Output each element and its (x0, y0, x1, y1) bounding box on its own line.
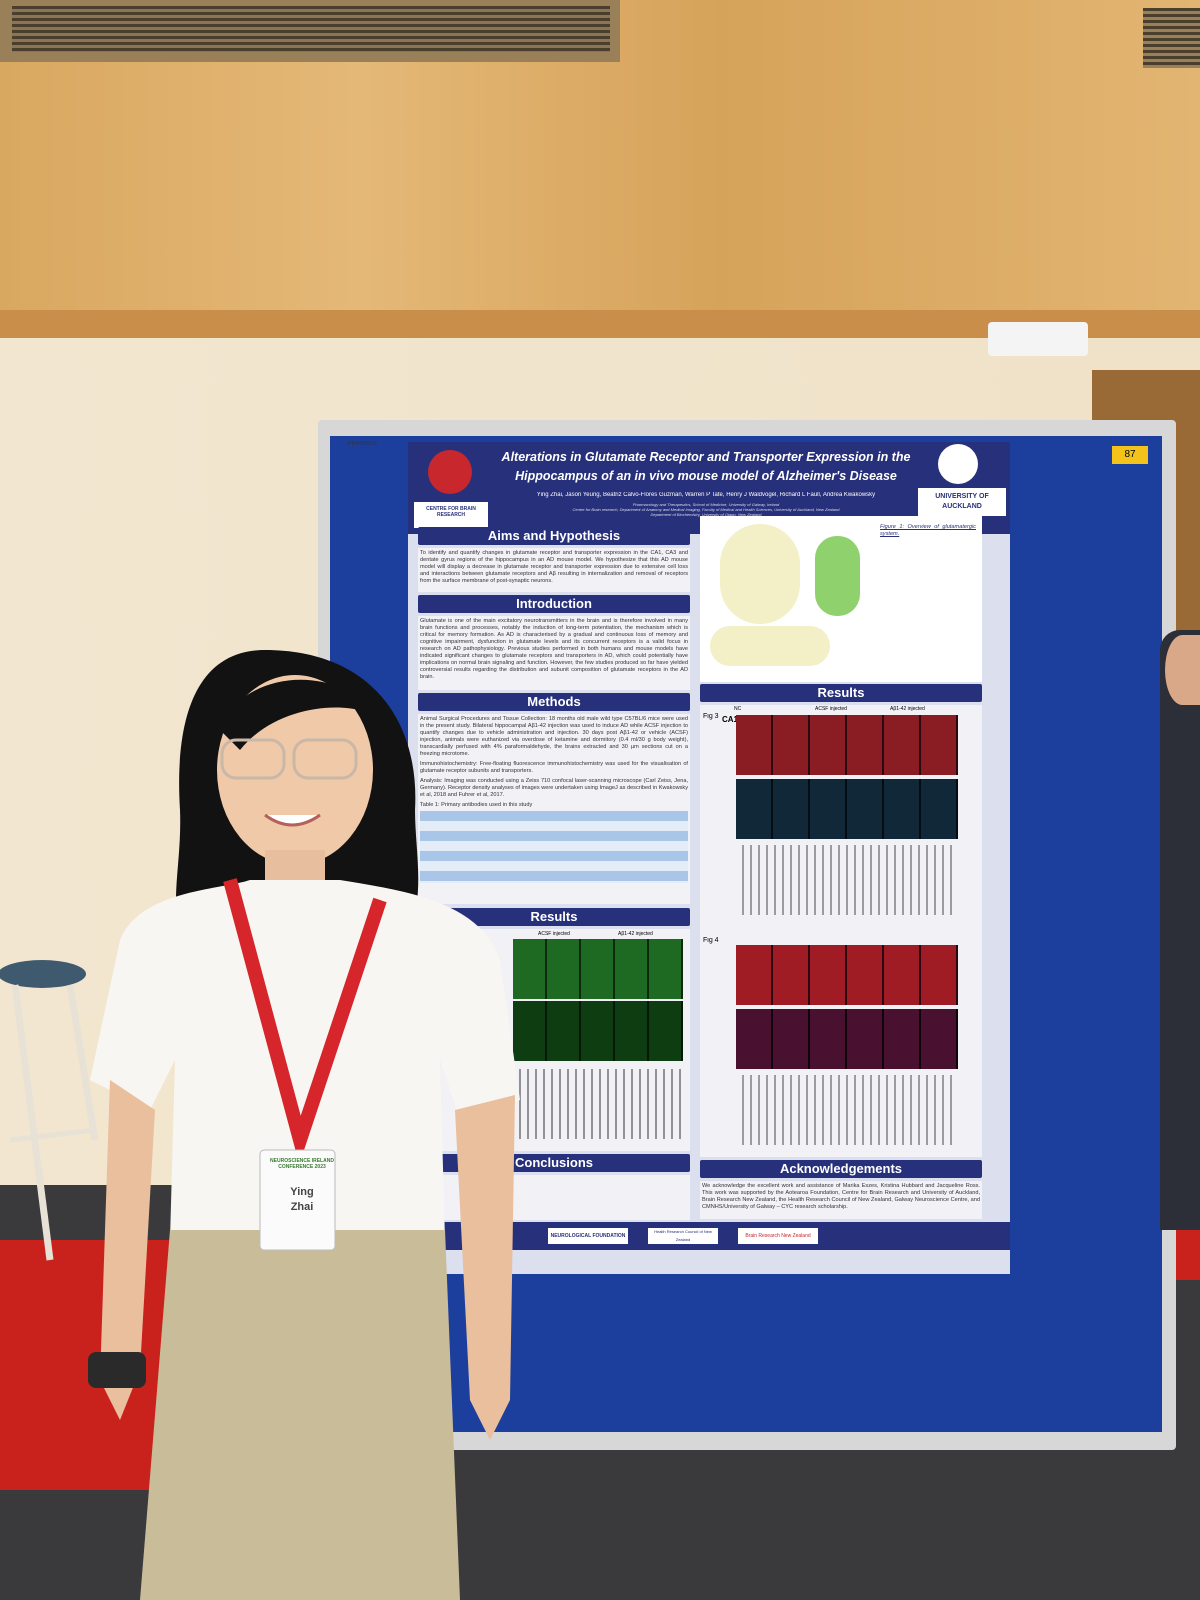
micrograph (513, 939, 683, 999)
micrograph (736, 1009, 958, 1069)
section-text: We acknowledge the excellent work and as… (700, 1181, 982, 1219)
shape (223, 878, 387, 1165)
micrograph (736, 945, 958, 1005)
figure-caption: Figure 1: Overview of glutamatergic syst… (880, 524, 976, 537)
section-text: Glutamate is one of the main excitatory … (418, 616, 690, 690)
vent-grill (12, 6, 610, 52)
shape (90, 880, 520, 1240)
shape (259, 1149, 336, 1251)
shape (66, 984, 99, 1141)
stool (0, 960, 99, 1261)
results-panel: Fig 3 CA1 NC ACSF injected Aβ1-42 inject… (700, 705, 982, 1157)
shape (220, 679, 380, 750)
shape (100, 1080, 155, 1420)
bar-graphs (736, 845, 958, 915)
auckland-logo: UNIVERSITY OF AUCKLAND (918, 488, 1006, 516)
ceiling-device (988, 322, 1088, 356)
poster-number: 87 (1112, 446, 1148, 464)
micrograph (513, 1001, 683, 1061)
badge-conference: NEUROSCIENCE IRELAND CONFERENCE 2023 (270, 1158, 334, 1170)
shape (220, 738, 286, 780)
post-synaptic (710, 626, 830, 666)
affiliations: Pharmacology and Therapeutics, School of… (498, 502, 914, 517)
bystander (1160, 630, 1200, 1230)
section-heading: Methods (418, 693, 690, 711)
galway-logo (428, 450, 472, 494)
region-label: CA1 (722, 715, 739, 724)
section-heading: Results (418, 908, 690, 926)
section-text: Animal Surgical Procedures and Tissue Co… (418, 714, 690, 904)
bar-graphs (736, 1075, 958, 1145)
board-label: FRANKEN (348, 441, 377, 447)
section-text: To identify and quantify changes in glut… (418, 548, 690, 592)
sponsor: Health Research Council of New Zealand (648, 1228, 718, 1244)
poster-title: Alterations in Glutamate Receptor and Tr… (501, 450, 911, 483)
affiliation: Centre for Brain research, Department of… (572, 507, 840, 512)
cbr-logo: CENTRE FOR BRAIN RESEARCH (414, 502, 488, 528)
auckland-crest (938, 444, 978, 484)
figure-1: Figure 1: Overview of glutamatergic syst… (700, 516, 982, 682)
vent (1143, 8, 1200, 68)
group-label: Aβ1-42 injected (618, 931, 653, 937)
section-heading: Acknowledgements (700, 1160, 982, 1178)
section-heading: Introduction (418, 595, 690, 613)
paragraph: Animal Surgical Procedures and Tissue Co… (420, 716, 688, 757)
affiliation: Pharmacology and Therapeutics, School of… (632, 502, 780, 507)
shape (140, 1230, 460, 1600)
shape (9, 1127, 96, 1143)
shape (88, 1352, 146, 1388)
paragraph: Analysis: Imaging was conducted using a … (420, 778, 688, 798)
micrograph (736, 779, 958, 839)
bar-graphs (513, 1069, 683, 1139)
sponsor: NEUROLOGICAL FOUNDATION (548, 1228, 628, 1244)
shape (0, 960, 86, 988)
neuron (720, 524, 800, 624)
section-heading: Results (700, 684, 982, 702)
shape (264, 813, 321, 827)
shape (11, 984, 54, 1261)
fig-label: Fig 4 (703, 937, 719, 944)
shape (292, 738, 358, 780)
poster-authors: Ying Zhai, Jason Yeung, Beatriz Calvo-Fl… (536, 492, 876, 498)
group-label: ACSF injected (815, 706, 847, 712)
group-label: Aβ1-42 injected (890, 706, 925, 712)
shape (455, 1095, 515, 1440)
badge-last-name: Zhai (290, 1201, 314, 1213)
micrograph (736, 715, 958, 775)
affiliation: Department of Biochemistry, University o… (650, 512, 762, 517)
person (88, 650, 520, 1600)
group-label: NC (734, 706, 742, 712)
glial-cell (815, 536, 860, 616)
poster: CENTRE FOR BRAIN RESEARCH UNIVERSITY OF … (408, 442, 1010, 1274)
bystander-head (1165, 635, 1200, 705)
table-caption: Table 1: Primary antibodies used in this… (420, 802, 533, 808)
sponsor: Brain Research New Zealand (738, 1228, 818, 1244)
fig-label: Fig 3 (703, 713, 719, 720)
badge-first-name: Ying (290, 1186, 314, 1198)
group-label: ACSF injected (538, 931, 570, 937)
section-heading: Aims and Hypothesis (418, 527, 690, 545)
paragraph: Immunohistochemistry: Free-floating fluo… (420, 761, 688, 774)
antibody-table (420, 811, 688, 883)
